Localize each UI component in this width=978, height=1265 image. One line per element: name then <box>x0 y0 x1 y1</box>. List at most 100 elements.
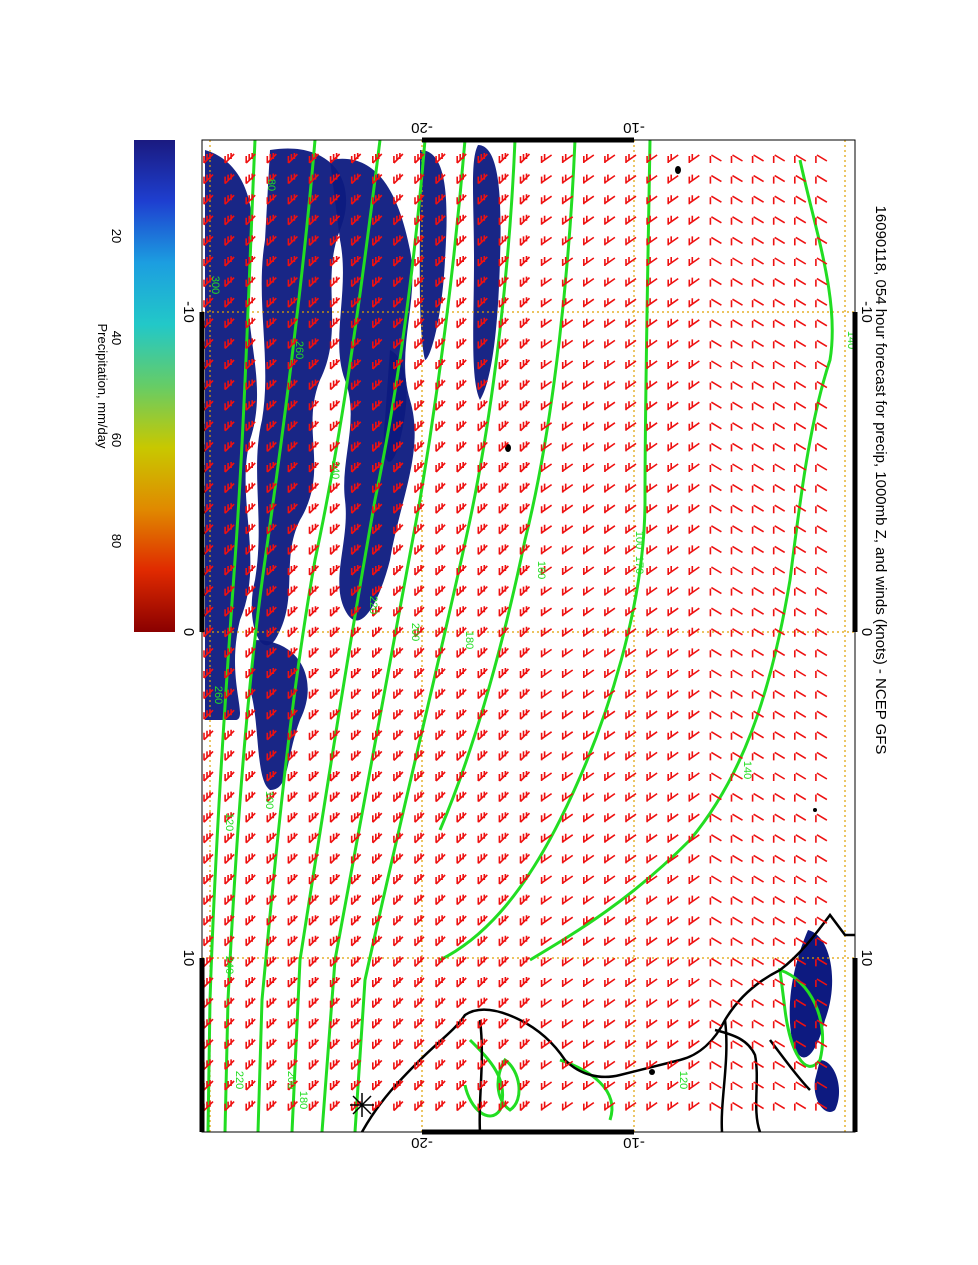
star-marker <box>350 1093 374 1117</box>
wind-barb-stroke <box>646 421 658 431</box>
wind-barb <box>646 566 658 575</box>
wind-barb-stroke <box>583 957 595 967</box>
wind-barb <box>245 874 256 885</box>
wind-barb <box>625 833 637 843</box>
wind-barb <box>794 339 807 349</box>
wind-barb <box>456 1018 467 1029</box>
wind-barb <box>414 256 425 267</box>
wind-barb <box>287 894 298 906</box>
wind-barb-stroke <box>730 895 743 905</box>
wind-barb <box>625 689 637 699</box>
wind-barb <box>772 360 786 369</box>
wind-barb <box>667 751 679 761</box>
wind-barb-stroke <box>667 998 679 1008</box>
wind-barb-stroke <box>815 1040 828 1049</box>
wind-barb-stroke <box>604 998 616 1008</box>
wind-barb <box>646 669 658 678</box>
wind-barb <box>350 317 362 329</box>
wind-barb-stroke <box>456 1038 467 1050</box>
wind-barb <box>414 935 425 947</box>
wind-barb-stroke <box>350 1038 362 1050</box>
wind-barb-stroke <box>203 709 214 720</box>
wind-barb <box>583 236 595 246</box>
wind-barb <box>287 441 298 452</box>
wind-barb-stroke <box>646 813 658 823</box>
wind-barb <box>414 441 425 452</box>
wind-barb <box>456 606 467 617</box>
wind-barb-stroke <box>709 545 722 555</box>
wind-barb <box>245 791 256 803</box>
wind-barb <box>815 1040 828 1049</box>
wind-barb-stroke <box>667 257 679 266</box>
wind-barb <box>772 834 786 843</box>
wind-barb <box>287 853 298 864</box>
wind-barb-stroke <box>646 566 658 575</box>
wind-barb <box>372 647 383 658</box>
wind-barb-stroke <box>709 689 722 699</box>
wind-barb-stroke <box>604 833 616 843</box>
wind-barb <box>688 1060 700 1070</box>
wind-barb <box>688 298 700 308</box>
wind-barb-stroke <box>519 194 531 205</box>
wind-barb <box>498 977 509 988</box>
wind-barb <box>393 750 404 761</box>
wind-barb <box>625 916 637 926</box>
wind-barb-stroke <box>583 483 595 493</box>
wind-barb <box>350 1080 362 1091</box>
wind-barb-stroke <box>646 998 658 1008</box>
wind-barb-stroke <box>350 647 362 658</box>
wind-barb <box>456 317 467 329</box>
wind-barb-stroke <box>287 997 298 1009</box>
wind-barb-stroke <box>519 915 531 926</box>
wind-barb <box>815 1019 828 1029</box>
wind-barb-stroke <box>540 1081 553 1090</box>
wind-barb <box>287 606 298 617</box>
wind-barb-stroke <box>266 1038 277 1050</box>
wind-barb <box>372 668 383 679</box>
axis-bars <box>199 137 858 1135</box>
wind-barb <box>815 380 828 390</box>
wind-barb <box>287 420 298 432</box>
wind-barb-stroke <box>772 1081 786 1090</box>
wind-barb <box>287 1018 298 1029</box>
wind-barb-stroke <box>456 729 467 741</box>
wind-barb <box>498 441 509 452</box>
wind-barb <box>329 894 341 906</box>
wind-barb <box>751 957 765 967</box>
wind-barb <box>519 462 531 473</box>
wind-barb-stroke <box>730 978 743 987</box>
wind-barb <box>519 317 531 329</box>
wind-barb-stroke <box>498 1059 509 1070</box>
wind-barb <box>329 1038 341 1050</box>
wind-barb <box>435 894 446 906</box>
wind-barb-stroke <box>709 422 722 431</box>
wind-barb <box>688 215 700 225</box>
wind-barb-stroke <box>794 628 807 637</box>
wind-barb-stroke <box>583 669 595 678</box>
wind-barb <box>224 647 235 658</box>
wind-barb <box>414 688 425 700</box>
wind-barb-stroke <box>751 978 765 987</box>
wind-barb-stroke <box>794 174 807 184</box>
wind-barb <box>414 194 425 205</box>
wind-barb-stroke <box>646 1060 658 1070</box>
wind-barb-stroke <box>308 709 320 720</box>
wind-barb <box>266 153 277 164</box>
wind-barb-stroke <box>329 894 341 906</box>
wind-barb-stroke <box>561 318 574 328</box>
wind-barb-stroke <box>456 235 467 246</box>
wind-barb <box>583 586 595 596</box>
wind-barb <box>772 731 786 740</box>
wind-barb <box>329 688 341 700</box>
wind-barb <box>224 173 235 185</box>
wind-barb <box>456 1059 467 1070</box>
wind-barb-stroke <box>519 276 531 288</box>
wind-barb-stroke <box>794 339 807 349</box>
wind-barb-stroke <box>372 1038 383 1050</box>
contour-label: 220 <box>367 596 379 614</box>
wind-barb-stroke <box>667 1101 679 1111</box>
wind-barb <box>350 977 362 988</box>
wind-barb-stroke <box>350 400 362 411</box>
wind-barb-stroke <box>730 1101 743 1111</box>
wind-barb-stroke <box>224 668 235 679</box>
